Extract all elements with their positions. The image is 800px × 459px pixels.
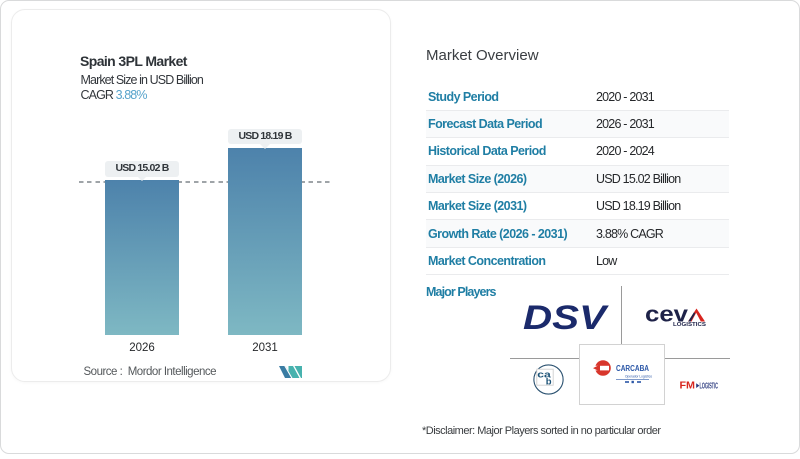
svg-text:CARCABA: CARCABA bbox=[616, 364, 649, 373]
svg-text:b: b bbox=[546, 377, 552, 388]
svg-text:ca: ca bbox=[537, 370, 551, 381]
svg-text:FM: FM bbox=[680, 380, 696, 391]
svg-text:LOGISTICS: LOGISTICS bbox=[673, 322, 707, 328]
svg-text:DSV: DSV bbox=[523, 303, 610, 331]
svg-text:LOGISTIC: LOGISTIC bbox=[700, 381, 719, 391]
svg-text:Operador Logístico: Operador Logístico bbox=[625, 375, 652, 379]
svg-text:cev: cev bbox=[645, 302, 689, 327]
